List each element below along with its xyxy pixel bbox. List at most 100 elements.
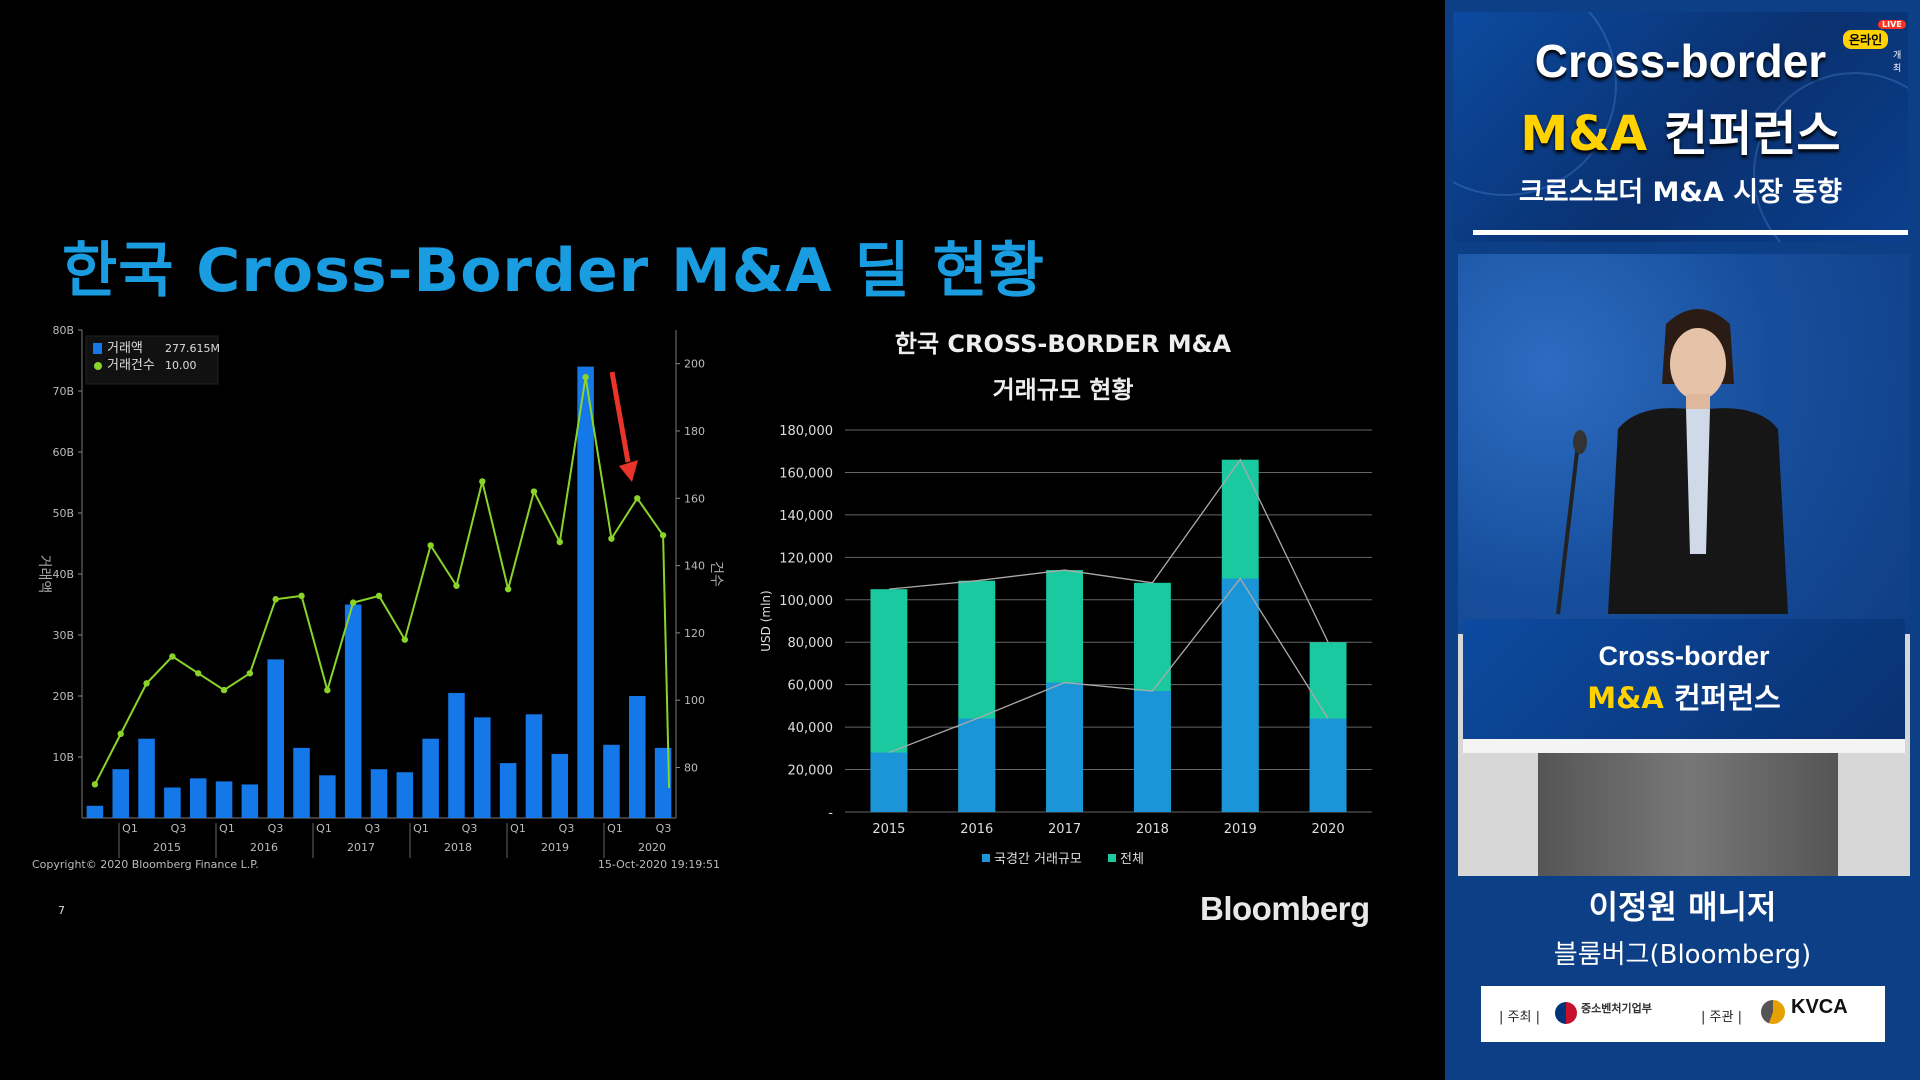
deal-count-point	[195, 670, 202, 677]
deal-count-point	[298, 592, 305, 600]
deal-count-point	[479, 478, 486, 485]
deal-count-point	[427, 542, 434, 549]
speaker-video: Cross-border M&A 컨퍼런스	[1458, 254, 1910, 876]
government-emblem-icon	[1555, 1002, 1577, 1024]
deal-count-point	[91, 781, 99, 788]
presentation-slide: 한국 Cross-Border M&A 딜 현황 10B 20B 30B 40B 50B…	[32, 236, 1372, 927]
deal-value-bar	[344, 604, 362, 818]
legend-swatch	[1108, 854, 1116, 862]
copyright-text: Copyright© 2020 Bloomberg Finance L.P.	[32, 858, 259, 871]
cross-border-bar	[1046, 682, 1084, 812]
session-subtitle: 크로스보더 M&A 시장 동향	[1518, 177, 1843, 208]
y-axis-label: USD (mln)	[759, 590, 773, 651]
cross-border-trend-line	[888, 577, 1329, 754]
quarter-tick-label: Q3	[171, 822, 187, 835]
legend-swatch	[94, 362, 102, 370]
chart-legend-box	[85, 335, 219, 385]
event-title-accent: M&A	[1520, 106, 1648, 162]
legend-value: 277.615M	[165, 342, 220, 355]
deal-count-point	[349, 599, 357, 606]
y-tick-label: 100,000	[779, 594, 833, 609]
y-tick-label: 80B	[52, 324, 74, 337]
organizer-name: KVCA	[1791, 996, 1848, 1018]
y-tick-label: 180,000	[779, 424, 833, 439]
year-tick-label: 2016	[250, 841, 278, 854]
deal-count-point	[272, 596, 279, 603]
deal-count-point	[634, 495, 641, 502]
x-tick-label: 2017	[1048, 822, 1081, 837]
podium-title-line2: M&A 컨퍼런스	[1463, 675, 1905, 717]
x-tick-label: 2019	[1224, 822, 1257, 837]
microphone-icon	[1573, 430, 1587, 454]
speaker-shirt	[1686, 409, 1710, 554]
slide-title: 한국 Cross-Border M&A 딜 현황	[62, 236, 1045, 306]
podium-title-accent: M&A	[1587, 681, 1664, 715]
y-tick-label: 20B	[52, 690, 74, 703]
deal-value-bar	[422, 738, 439, 818]
deal-value-bar	[577, 366, 594, 818]
red-arrow-head	[619, 460, 638, 482]
legend-label: 거래건수	[107, 358, 155, 373]
quarter-tick-label: Q1	[607, 822, 623, 835]
y-tick-label: 80,000	[788, 636, 834, 651]
event-title-rest: 컨퍼런스	[1663, 106, 1841, 162]
quarter-tick-label: Q1	[316, 822, 332, 835]
quarter-tick-label: Q3	[656, 822, 672, 835]
event-title-line2: M&A 컨퍼런스	[1453, 94, 1908, 164]
cross-border-bar	[1221, 578, 1259, 812]
chart-timestamp: 15-Oct-2020 19:19:51	[598, 858, 720, 871]
y-tick-label: 40,000	[788, 721, 834, 736]
speaker-face	[1670, 328, 1726, 400]
cross-border-bar	[1133, 691, 1171, 812]
legend-label: 전체	[1120, 852, 1144, 867]
deal-count-point	[608, 535, 615, 542]
y-tick-label: 20,000	[788, 764, 834, 779]
deal-value-bar	[293, 747, 310, 818]
y-tick-label: 70B	[52, 385, 74, 398]
deal-value-bar	[474, 717, 491, 818]
deal-count-point	[401, 636, 409, 643]
deal-count-point	[504, 585, 512, 593]
deal-value-bar	[164, 787, 181, 818]
deal-value-bar	[112, 769, 130, 818]
quarter-tick-label: Q3	[462, 822, 478, 835]
quarter-tick-label: Q3	[268, 822, 284, 835]
online-badge: 온라인	[1843, 30, 1889, 49]
deal-value-bar	[189, 778, 207, 818]
y-tick-label: 60,000	[788, 679, 834, 694]
quarter-tick-label: Q1	[219, 822, 235, 835]
y-tick-label: 120,000	[779, 551, 833, 566]
deal-value-bar	[138, 738, 155, 818]
chart-subtitle: 거래규모 현황	[993, 376, 1134, 404]
deal-value-bar	[319, 775, 336, 818]
chart-title: 한국 CROSS-BORDER M&A	[895, 330, 1232, 358]
y-tick-label: 60B	[52, 446, 74, 459]
deal-value-bar	[396, 772, 414, 818]
event-header: Cross-border M&A 컨퍼런스 온라인 LIVE 개최 크로스보더 …	[1453, 12, 1908, 242]
y-tick-label: 40B	[52, 568, 74, 581]
deal-count-point	[143, 680, 150, 687]
bloomberg-logo: Bloomberg	[1200, 890, 1370, 927]
legend-swatch	[93, 343, 102, 354]
kvca-logo-icon	[1761, 1000, 1785, 1024]
deal-value-bar	[267, 659, 284, 818]
y2-tick-label: 80	[684, 762, 698, 775]
y-tick-label: -	[828, 806, 833, 821]
deal-count-point	[220, 686, 228, 694]
deal-value-bar	[370, 769, 388, 818]
y-tick-label: 10B	[52, 751, 74, 764]
quarter-tick-label: Q1	[510, 822, 526, 835]
deal-value-bar	[525, 714, 543, 818]
podium-sign: Cross-border M&A 컨퍼런스	[1463, 619, 1905, 739]
year-tick-label: 2019	[541, 841, 569, 854]
y2-tick-label: 180	[684, 425, 705, 438]
y2-tick-label: 140	[684, 560, 705, 573]
y2-tick-label: 160	[684, 492, 705, 505]
x-tick-label: 2018	[1136, 822, 1169, 837]
y-tick-label: 160,000	[779, 466, 833, 481]
deal-value-bar	[551, 753, 569, 818]
speaker-figure	[1556, 309, 1788, 615]
podium: Cross-border M&A 컨퍼런스	[1463, 619, 1905, 876]
deal-count-point	[324, 686, 331, 694]
online-badge-sub: 개최	[1893, 51, 1902, 74]
